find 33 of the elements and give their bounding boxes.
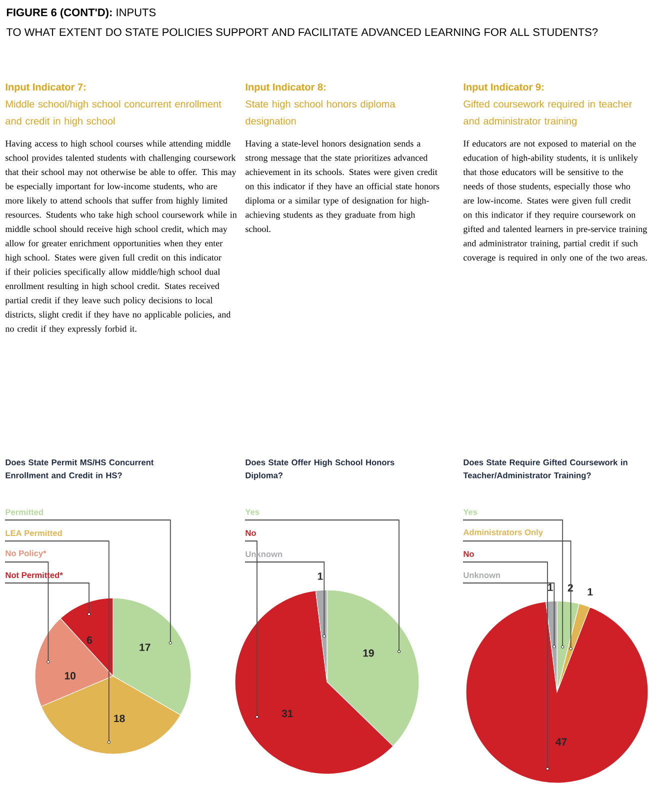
data-label: 18 (114, 714, 125, 722)
slice-label: LEA Permitted (6, 530, 62, 536)
data-label: 31 (282, 710, 293, 718)
text: If educators are not exposed to material on the education of high-ability students, it is unlikely that those educators will be sensitive to the needs of those students, especially those who are low-income. States were given full credit on this indicator if they require coursework on gifted and talented learners in pre-service training and administrator training, partial credit if such coverage is required in only one of the two areas. (463, 140, 647, 262)
text: Input Indicator 8: (246, 83, 326, 93)
text: Middle school/high school concurrent enrollment and credit in high school (6, 100, 222, 127)
chart-title: Does State Offer High School Honors Diploma? (246, 459, 394, 480)
text: TO WHAT EXTENT DO STATE POLICIES SUPPORT AND FACILITATE ADVANCED LEARNING FOR ALL STUDENTS? (6, 28, 598, 36)
data-label: 10 (64, 672, 76, 680)
text: Having a state-level honors designation sends a strong message that the state prioritizes advanced achievement in its schools. States were given credit on this indicator if they have an official state honors diploma or a similar type of designation for high-achieving students as they graduate from high school. (245, 140, 440, 232)
text: FIGURE 6 (CONT'D): INPUTS (6, 8, 156, 18)
slice-label: Unknown (464, 572, 500, 578)
text: Having access to high school courses while attending middle school provides talented students with challenging coursework that their school may not otherwise be able to offer. This may be especially important for low-income students, who are more likely to attend schools that suffer from highly limited resources. Students who take high school coursework while in middle school should receive high school credit, which may allow for greater enrichment opportunities when they enter high school. States were given full credit on this indicator if their policies specifically allow middle/high school dual enrollment resulting in high school credit. States received partial credit if they leave such policy decisions to local districts, slight credit if they have no applicable policies, and no credit if they expressly forbid it. (5, 140, 237, 334)
chart-title: Does State Permit MS/HS Concurrent Enrollment and Credit in HS? (6, 459, 154, 478)
slice-label: No (464, 551, 474, 557)
slice-label: Permitted (6, 508, 43, 516)
chart-title: Does State Require Gifted Coursework in Teacher/Administrator Training? (463, 459, 628, 480)
data-label: 17 (140, 644, 150, 651)
slice-label: Yes (463, 509, 478, 515)
data-label: 19 (363, 649, 374, 657)
text: State high school honors diploma designation (246, 100, 396, 127)
text: Input Indicator 7: (6, 83, 86, 93)
data-label: 1 (588, 588, 593, 596)
data-label: 1 (548, 584, 553, 591)
slice-label: No Policy* (6, 550, 46, 558)
text: Gifted coursework required in teacher and administrator training (464, 100, 632, 127)
data-label: 47 (556, 738, 567, 746)
slice-label: Administrators Only (463, 529, 543, 537)
slice-label: No (246, 530, 256, 536)
data-label: 6 (86, 636, 92, 644)
slice-label: Yes (245, 509, 260, 515)
data-label: 1 (318, 572, 323, 580)
text: Input Indicator 9: (464, 83, 544, 93)
